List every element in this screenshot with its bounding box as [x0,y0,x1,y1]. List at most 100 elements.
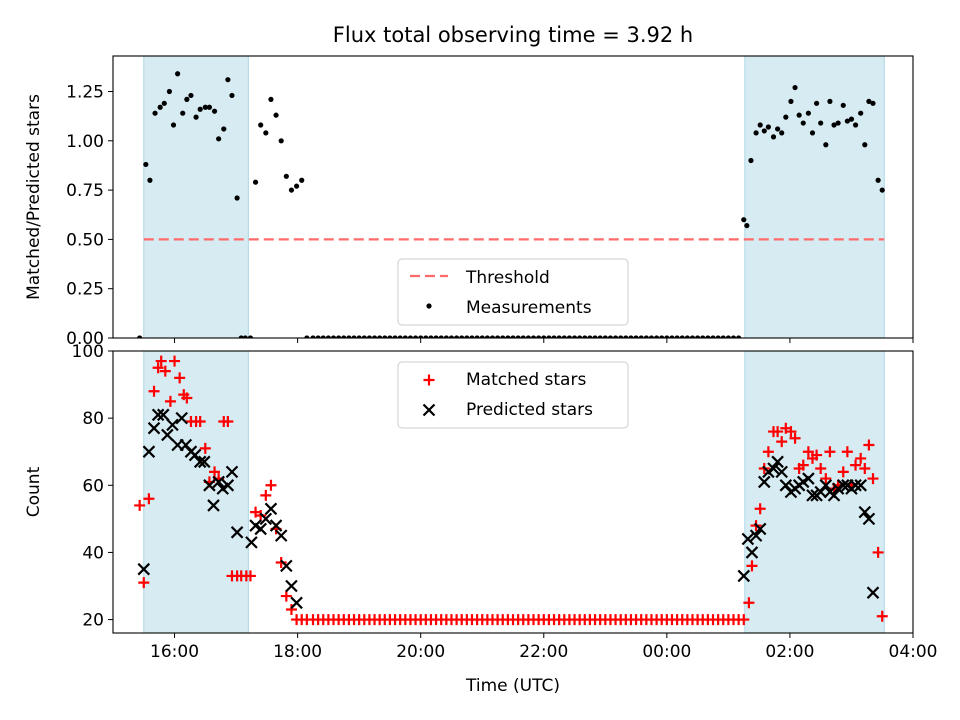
measurement-point [659,335,665,338]
matched-stars-point [872,546,884,558]
measurement-point [474,335,480,338]
measurement-point [664,335,670,338]
matched-stars-point [772,426,784,438]
measurement-point [188,92,194,99]
matched-stars-point [285,604,297,615]
matched-stars-point [837,466,849,478]
y-tick-label: 1.00 [66,132,104,152]
matched-stars-point [244,570,256,582]
x-tick-label: 04:00 [889,642,938,662]
predicted-stars-point [802,472,815,485]
matched-stars-point [209,466,221,478]
y-tick-label: 0.00 [66,329,104,349]
measurement-point [206,104,213,110]
measurement-point [792,84,798,91]
predicted-stars-point [147,421,161,435]
legend-measurements-swatch [426,303,432,309]
legend-predicted-swatch [422,403,436,417]
measurement-point [741,217,747,223]
chart-title: Flux total observing time = 3.92 h [333,23,693,47]
measurement-point [818,120,824,126]
matched-stars-point [841,446,853,458]
measurement-point [705,335,711,338]
predicted-stars-point [767,462,780,475]
y-tick-label: 100 [72,342,104,362]
measurement-point [710,335,716,338]
measurement-point [827,98,833,104]
measurement-point [852,122,859,128]
predicted-stars-point [156,408,170,422]
predicted-stars-point [737,569,751,583]
measurement-point [607,335,614,338]
measurement-point [377,335,383,338]
measurement-point [556,335,562,338]
measurement-point [402,335,408,338]
matched-stars-point [275,557,287,568]
x-tick-label: 00:00 [642,642,691,662]
measurement-point [753,130,759,136]
predicted-stars-point [198,455,211,469]
matched-stars-point [762,446,774,458]
predicted-stars-point [166,418,179,432]
matched-stars-point [876,610,888,622]
y-tick-label: 80 [82,409,104,429]
measurement-point [674,335,680,338]
legend: Threshold Measurements [397,258,629,326]
matched-stars-point [174,372,186,384]
matched-stars-point [155,355,167,367]
measurement-point [423,335,429,338]
measurement-point [197,106,203,112]
matched-stars-point [859,463,871,474]
measurement-point [180,110,186,116]
y-tick-label: 40 [82,543,104,563]
matched-stars-point [850,459,862,471]
measurement-point [263,130,269,136]
measurement-point [800,120,806,126]
matched-stars-point [265,479,277,491]
measurement-point [551,335,557,338]
predicted-stars-point [290,596,303,610]
matched-stars-point [802,446,814,458]
measurement-point [211,108,218,114]
measurement-point [744,222,750,229]
measurement-point [469,335,475,338]
predicted-stars-point [203,479,216,492]
measurement-point [336,335,342,338]
predicted-stars-point [827,489,841,502]
measurement-point [325,335,331,338]
measurement-point [283,173,289,179]
x-axis-label: Time (UTC) [465,676,560,696]
measurement-point [770,134,777,140]
measurement-point [361,335,367,338]
y-tick-label: 1.25 [66,82,104,102]
matched-stars-point [785,426,797,438]
measurement-point [757,122,763,128]
measurement-point [679,335,685,338]
measurement-point [166,88,173,95]
predicted-stars-point [858,505,872,519]
measurement-point [221,126,227,132]
matched-stars-point [754,503,766,515]
predicted-stars-point [245,536,258,549]
measurement-point [520,335,526,338]
measurement-point [484,335,490,338]
matched-stars-point [820,473,832,485]
measurement-point [299,177,305,183]
predicted-stars-point [254,522,267,536]
x-tick-label: 18:00 [273,642,322,662]
matched-stars-point [134,499,146,511]
measurement-point [229,92,235,99]
predicted-stars-point [142,445,156,458]
measurement-point [371,335,378,338]
predicted-stars-point [771,455,784,469]
measurement-point [500,335,506,338]
measurement-point [341,335,347,338]
measurement-point [288,187,295,193]
predicted-stars-point [175,411,188,425]
predicted-stars-point [862,512,876,526]
measurement-point [862,142,868,148]
measurement-point [597,335,603,338]
y-tick-label: 20 [82,611,104,631]
measurement-point [695,335,701,338]
